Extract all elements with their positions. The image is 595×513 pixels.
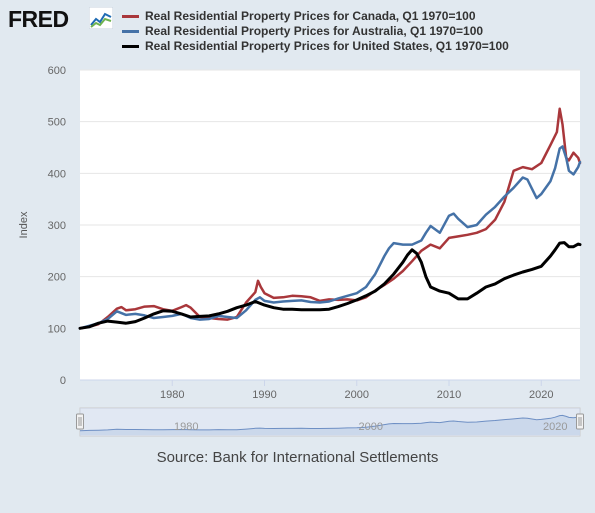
x-tick-label: 1980 (160, 389, 184, 401)
navigator-label: 2020 (543, 421, 567, 433)
y-tick-label: 400 (48, 168, 66, 180)
navigator-series (79, 414, 581, 435)
chart-legend: Real Residential Property Prices for Can… (122, 9, 509, 54)
navigator-label: 2000 (359, 421, 383, 433)
x-axis-ticks: 1980 1990 2000 2010 2020 (160, 380, 553, 401)
navigator-handle-left[interactable] (76, 413, 84, 430)
series-line-united-states[interactable] (78, 241, 582, 330)
fred-logo[interactable]: FRED (8, 6, 69, 32)
y-tick-label: 200 (48, 272, 66, 284)
legend-label-australia: Real Residential Property Prices for Aus… (145, 24, 484, 38)
chart-header: FRED Real Residential Property Prices fo… (0, 0, 595, 62)
x-tick-label: 1990 (252, 389, 276, 401)
legend-swatch-australia (122, 30, 139, 33)
y-tick-label: 300 (48, 220, 66, 232)
navigator-handle-right[interactable] (576, 413, 584, 430)
gridlines (80, 69, 580, 329)
source-note: Source: Bank for International Settlemen… (156, 449, 439, 466)
y-tick-label: 500 (48, 117, 66, 129)
legend-item-united-states[interactable]: Real Residential Property Prices for Uni… (122, 39, 509, 54)
legend-item-australia[interactable]: Real Residential Property Prices for Aus… (122, 24, 509, 39)
navigator-label: 1980 (174, 421, 198, 433)
y-tick-label: 600 (48, 65, 66, 77)
fred-chart-icon (89, 7, 113, 29)
y-axis-ticks: 0 100 200 300 400 500 600 (48, 65, 66, 387)
x-tick-label: 2000 (345, 389, 369, 401)
legend-label-canada: Real Residential Property Prices for Can… (145, 9, 476, 23)
y-axis-label: Index (18, 211, 30, 238)
legend-label-united-states: Real Residential Property Prices for Uni… (145, 39, 509, 53)
navigator-line (79, 414, 581, 432)
y-tick-label: 0 (60, 375, 66, 387)
range-navigator[interactable]: 1980 2000 2020 (76, 407, 584, 437)
navigator-labels: 1980 2000 2020 (174, 421, 567, 433)
legend-swatch-canada (122, 15, 139, 18)
legend-swatch-united-states (122, 45, 139, 48)
x-tick-label: 2020 (529, 389, 553, 401)
y-tick-label: 100 (48, 323, 66, 335)
x-tick-label: 2010 (437, 389, 461, 401)
series-lines (78, 107, 582, 330)
legend-item-canada[interactable]: Real Residential Property Prices for Can… (122, 9, 509, 24)
